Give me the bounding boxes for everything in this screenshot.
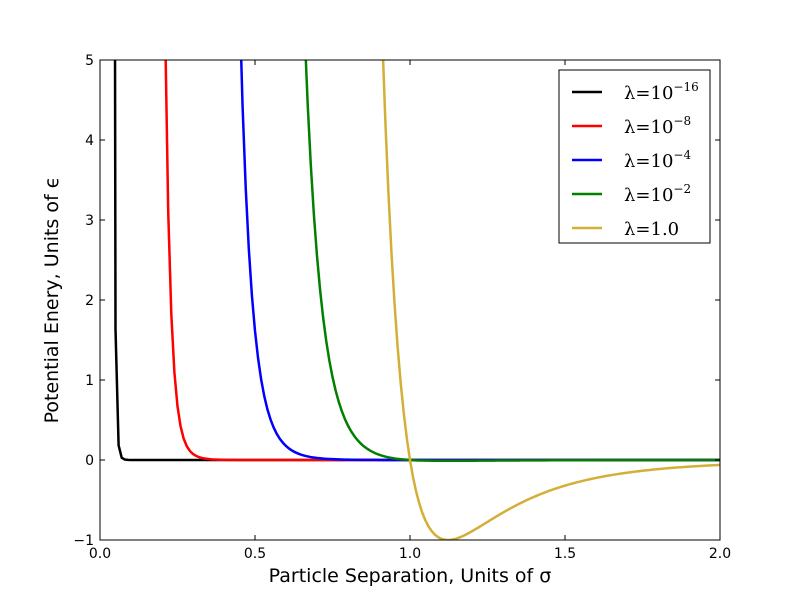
- series-line-3: [304, 60, 720, 463]
- legend-label-exponent: −8: [673, 114, 691, 128]
- x-tick-label: 1.5: [554, 546, 576, 562]
- y-tick-label: −1: [73, 533, 94, 549]
- legend-frame: [558, 69, 711, 244]
- x-tick-label: 2.0: [709, 546, 731, 562]
- y-tick-label: 5: [85, 53, 94, 69]
- y-tick-label: 3: [85, 213, 94, 229]
- legend-label-0: λ=10−16: [624, 80, 699, 104]
- legend-label-exponent: −16: [673, 80, 698, 94]
- legend-label-1: λ=10−8: [624, 114, 691, 138]
- legend-label-exponent: −4: [673, 148, 691, 162]
- x-tick-label: 0.0: [89, 546, 111, 562]
- x-tick-label: 1.0: [399, 546, 421, 562]
- y-tick-label: 4: [85, 133, 94, 149]
- y-tick-label: 0: [85, 453, 94, 469]
- legend-label-exponent: −2: [673, 182, 691, 196]
- series-line-4: [381, 60, 720, 540]
- legend-label-base: λ=1.0: [624, 219, 679, 240]
- x-tick-label: 0.5: [244, 546, 266, 562]
- legend-label-3: λ=10−2: [624, 182, 691, 206]
- legend: λ=10−16λ=10−8λ=10−4λ=10−2λ=1.0: [558, 69, 711, 244]
- legend-label-base: λ=10: [624, 83, 673, 104]
- x-axis-label: Particle Separation, Units of σ: [269, 565, 552, 587]
- legend-label-base: λ=10: [624, 117, 673, 138]
- y-axis-label: Potential Enery, Units of ϵ: [41, 177, 63, 424]
- legend-label-base: λ=10: [624, 185, 673, 206]
- axis-ticks: 0.0 0.5 1.0 1.5 2.0 −1 0 1 2 3 4 5: [73, 53, 731, 562]
- legend-label-2: λ=10−4: [624, 148, 691, 172]
- y-tick-label: 1: [85, 373, 94, 389]
- y-tick-label: 2: [85, 293, 94, 309]
- series-lines: [113, 60, 720, 540]
- legend-label-base: λ=10: [624, 151, 673, 172]
- legend-label-4: λ=1.0: [624, 219, 679, 240]
